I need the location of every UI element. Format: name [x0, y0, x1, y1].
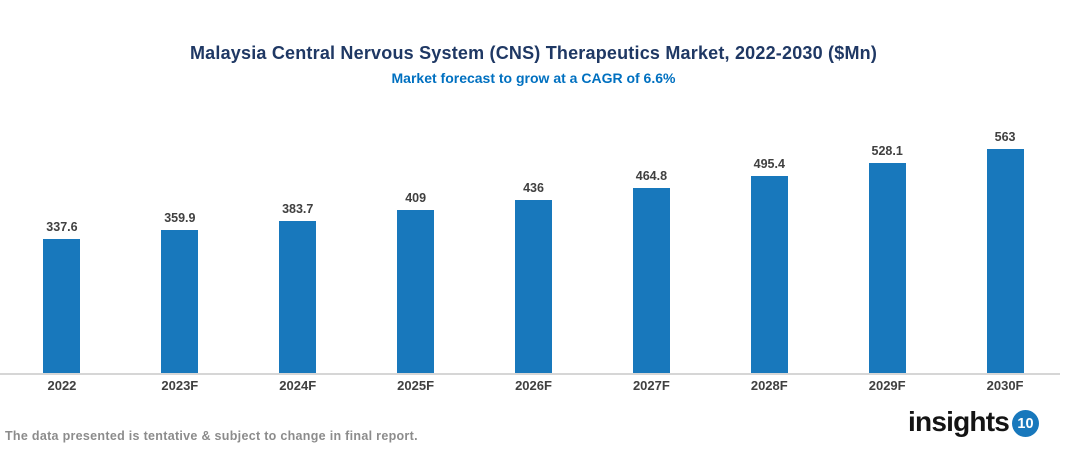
bar [868, 163, 906, 374]
bar [43, 239, 81, 374]
bar-column: 495.4 [710, 157, 828, 374]
bar-column: 528.1 [828, 144, 946, 374]
x-axis-tick-label: 2026F [515, 378, 552, 393]
x-axis-line [0, 373, 1060, 375]
bar-value-label: 409 [405, 191, 427, 205]
x-axis-tick-label: 2024F [279, 378, 317, 393]
bar [279, 221, 317, 374]
bar-value-label: 359.9 [164, 211, 196, 225]
x-axis-tick-label: 2028F [750, 378, 788, 393]
chart-title: Malaysia Central Nervous System (CNS) Th… [189, 43, 878, 63]
x-axis-tick-label: 2029F [868, 378, 906, 393]
bar [750, 176, 788, 374]
bar [986, 149, 1024, 374]
x-axis-tick-label: 2030F [986, 378, 1024, 393]
bar-column: 464.8 [592, 169, 710, 374]
bar-column: 436 [475, 181, 593, 374]
bar-value-label: 563 [994, 130, 1016, 144]
bar-column: 563 [946, 130, 1064, 374]
x-axis-labels: 2022 2023F 2024F 2025F 2026F 2027F 2028F 2029F 2… [3, 378, 1064, 393]
bar [161, 230, 199, 374]
logo-circle-badge: 10 [1012, 410, 1039, 437]
bar-column: 337.6 [3, 220, 121, 374]
bar-column: 383.7 [239, 202, 357, 374]
footer-disclaimer: The data presented is tentative & subjec… [5, 429, 418, 443]
bar-column: 409 [357, 191, 475, 374]
x-axis-tick-label: 2022 [47, 378, 77, 393]
bar-value-label: 464.8 [635, 169, 668, 183]
bar-value-label: 337.6 [46, 220, 78, 234]
bar-value-label: 495.4 [753, 157, 785, 171]
x-axis-tick-label: 2025F [397, 378, 435, 393]
x-axis-tick-label: 2027F [632, 378, 670, 393]
bar-value-label: 383.7 [282, 202, 314, 216]
bar [515, 200, 552, 374]
bar-value-label: 436 [523, 181, 544, 195]
bar-column: 359.9 [121, 211, 239, 374]
chart-subtitle: Market forecast to grow at a CAGR of 6.6… [391, 70, 676, 86]
bar [632, 188, 670, 374]
bar-plot-area: 337.6 359.9 383.7 409 436 464.8 495.4 528.1 563 [3, 109, 1064, 374]
bar-value-label: 528.1 [871, 144, 903, 158]
x-axis-tick-label: 2023F [161, 378, 199, 393]
bar [397, 210, 435, 374]
logo-wordmark: insights [908, 406, 1010, 437]
insights10-logo: insights 10 [908, 406, 1039, 438]
